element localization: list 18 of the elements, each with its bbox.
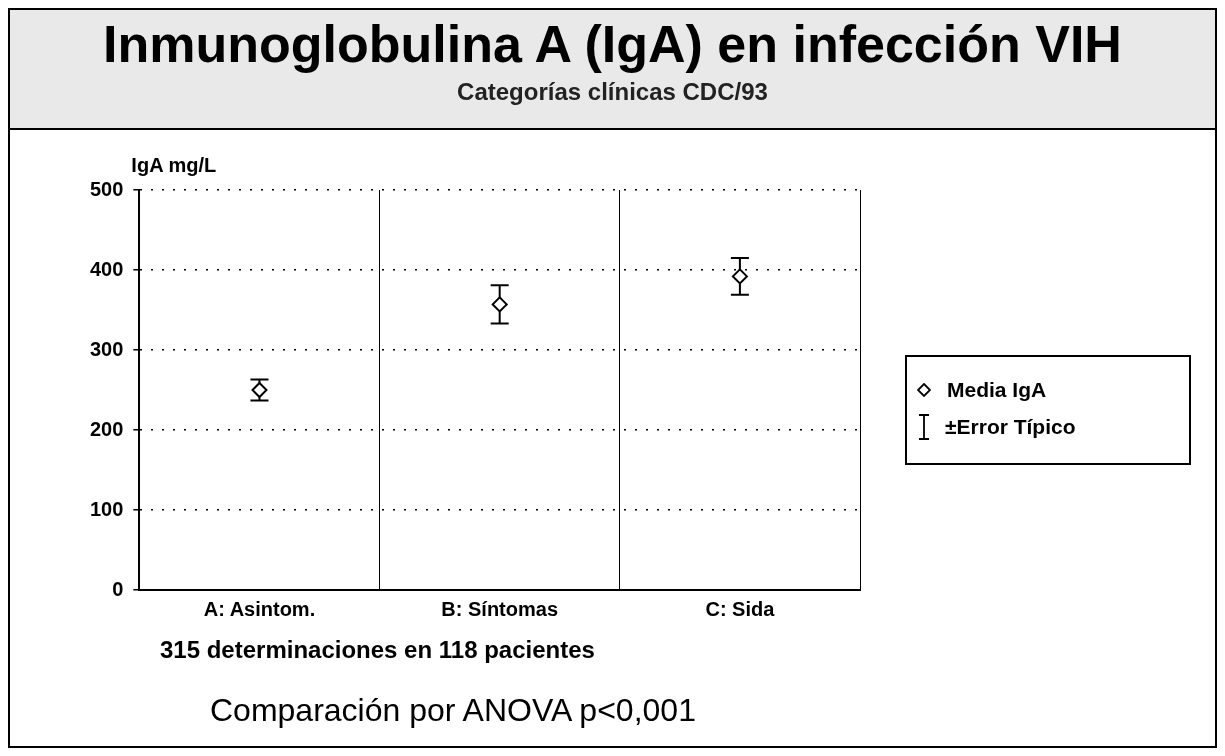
y-tick-label: 500 [89, 177, 124, 200]
text: Comparación por ANOVA p<0,001 [210, 692, 696, 729]
y-tick-label: 300 [89, 337, 124, 360]
x-tick-label: C: Sida [705, 597, 776, 620]
chart-subtitle: Categorías clínicas CDC/93 [456, 78, 769, 106]
x-tick-label: A: Asintom. [203, 597, 316, 620]
y-axis-title: IgA mg/L [131, 153, 217, 176]
y-tick-label: 200 [89, 417, 124, 440]
text: ±Error Típico [945, 415, 1076, 439]
x-tick-label: B: Síntomas [441, 597, 559, 620]
y-tick-label: 400 [89, 257, 124, 280]
legend-label: Media IgA [947, 378, 1047, 402]
point [491, 296, 508, 313]
point [731, 268, 748, 285]
chart-title: Inmunoglobulina A (IgA) en infección VIH [102, 14, 1123, 75]
y-tick-label: 100 [89, 497, 124, 520]
y-tick-label: 0 [112, 577, 124, 600]
text: 315 determinaciones en 118 pacientes [160, 636, 595, 664]
